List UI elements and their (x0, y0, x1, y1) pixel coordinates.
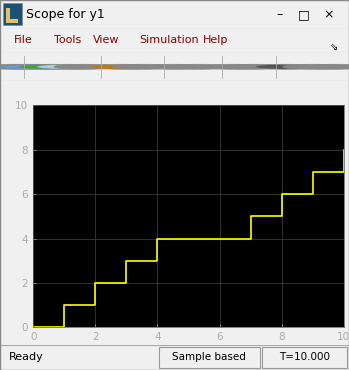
Circle shape (168, 64, 230, 69)
Text: ×: × (323, 8, 333, 21)
Circle shape (304, 64, 349, 69)
Text: ⇘: ⇘ (329, 42, 337, 52)
Bar (6, 19, 18, 23)
Circle shape (0, 64, 45, 69)
Text: View: View (92, 35, 119, 45)
Circle shape (223, 64, 286, 69)
Bar (6, 8, 10, 23)
Text: Scope for y1: Scope for y1 (26, 8, 105, 21)
Bar (262, 347, 347, 368)
Text: Ready: Ready (9, 352, 44, 363)
Circle shape (54, 64, 117, 69)
Bar (3, 3, 22, 26)
Circle shape (202, 64, 265, 69)
Text: □: □ (298, 8, 310, 21)
Circle shape (112, 64, 174, 69)
Text: –: – (276, 8, 282, 21)
Text: Sample based: Sample based (172, 352, 246, 363)
Circle shape (283, 64, 346, 69)
Bar (159, 347, 260, 368)
Text: Tools: Tools (54, 35, 81, 45)
Text: Help: Help (202, 35, 228, 45)
Text: File: File (14, 35, 33, 45)
Circle shape (37, 64, 99, 69)
Circle shape (19, 64, 82, 69)
Circle shape (0, 64, 63, 69)
Circle shape (143, 64, 206, 69)
Circle shape (91, 64, 154, 69)
Text: T=10.000: T=10.000 (279, 352, 331, 363)
Circle shape (255, 64, 318, 69)
Text: Simulation: Simulation (140, 35, 199, 45)
